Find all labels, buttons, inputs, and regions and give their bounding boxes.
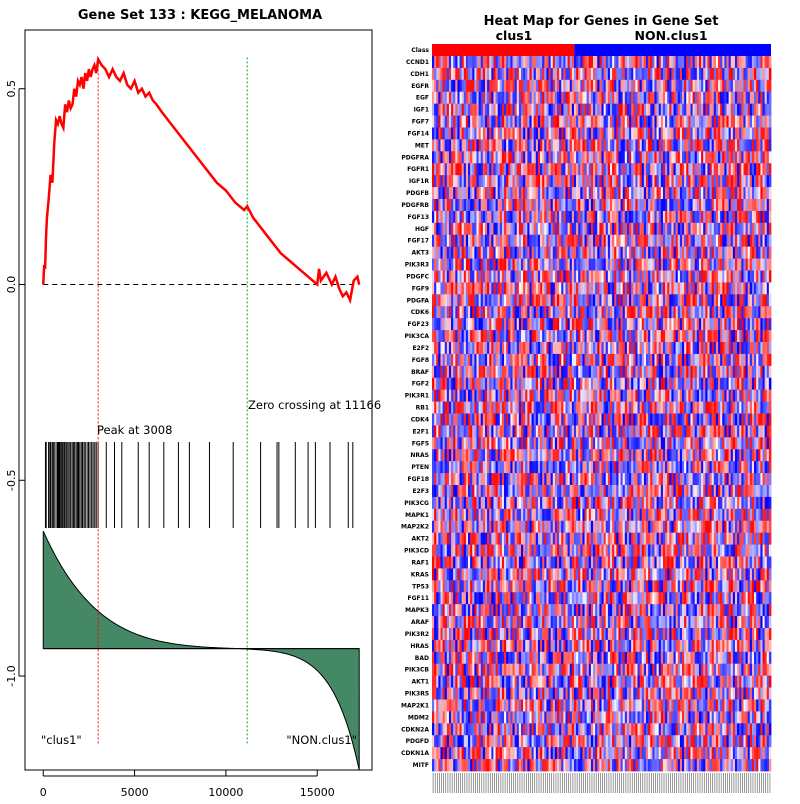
y-tick-label: 0.5	[5, 80, 18, 98]
heatmap-cell	[769, 306, 772, 318]
heatmap-cell	[769, 294, 772, 306]
heatmap-cell	[769, 247, 772, 259]
heatmap-cell	[769, 402, 772, 414]
heatmap-cell	[769, 151, 772, 163]
enrichment-plot: Gene Set 133 : KEGG_MELANOMA 0 5000 10000 1…	[5, 8, 381, 799]
plot-content: 0 5000 10000 15000 0.5 0.0 -0.5 -1.0	[5, 57, 359, 799]
peak-label: Peak at 3008	[97, 423, 172, 437]
heatmap-cell	[769, 378, 772, 390]
heatmap-cells	[432, 56, 771, 771]
heatmap-cell	[769, 116, 772, 128]
heatmap-cell	[769, 271, 772, 283]
heatmap-cell	[769, 282, 772, 294]
heatmap-content: CCND1CDH1EGFREGFIGF1FGF7FGF14METPDGFRAFG…	[401, 44, 771, 793]
heatmap-cell	[769, 139, 772, 151]
zero-crossing-label: Zero crossing at 11166	[248, 398, 381, 412]
y-tick-label: 0.0	[5, 276, 18, 294]
group-label-clus1: "clus1"	[41, 733, 82, 747]
heatmap-cell	[769, 342, 772, 354]
class-row-label: Class	[411, 47, 429, 54]
heatmap-cell	[769, 366, 772, 378]
x-tick-label: 0	[40, 786, 47, 799]
heatmap-cell	[769, 390, 772, 402]
x-tick-label: 15000	[300, 786, 335, 799]
heatmap-cell	[769, 92, 772, 104]
heatmap-cell	[769, 187, 772, 199]
class-label-clus1: clus1	[496, 28, 533, 43]
heatmap-cell	[769, 330, 772, 342]
heatmap-cell	[769, 235, 772, 247]
heatmap-cell	[769, 354, 772, 366]
heatmap-cell	[769, 80, 772, 92]
enrichment-plot-title: Gene Set 133 : KEGG_MELANOMA	[78, 8, 322, 23]
heatmap-title: Heat Map for Genes in Gene Set	[484, 14, 719, 29]
y-tick-label: -1.0	[5, 665, 18, 686]
x-tick-label: 5000	[121, 786, 149, 799]
heatmap-cell	[769, 211, 772, 223]
heatmap-cell	[769, 175, 772, 187]
x-tick-label: 10000	[208, 786, 243, 799]
heatmap-cell	[769, 259, 772, 271]
y-tick-label: -0.5	[5, 470, 18, 491]
heatmap-cell	[769, 223, 772, 235]
class-bar-non-clus1	[574, 44, 771, 56]
heatmap-cell	[769, 318, 772, 330]
heatmap-cell	[769, 128, 772, 140]
class-bar-clus1	[432, 44, 574, 56]
heatmap-cell	[769, 199, 772, 211]
group-label-non-clus1: "NON.clus1"	[286, 733, 357, 747]
heatmap-panel: Heat Map for Genes in Gene Set clus1 NON…	[401, 14, 771, 793]
enrichment-score-line	[43, 59, 359, 300]
heatmap-cell	[769, 104, 772, 116]
class-label-non-clus1: NON.clus1	[634, 28, 707, 43]
heatmap-cell	[769, 68, 772, 80]
heatmap-cell	[769, 56, 772, 68]
heatmap-cell	[769, 163, 772, 175]
